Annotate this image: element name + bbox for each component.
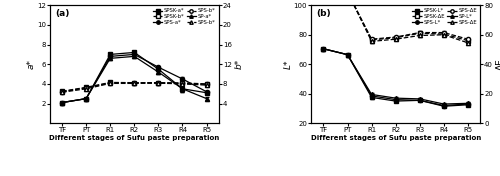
Y-axis label: a*: a* [26, 59, 36, 69]
Legend: SPSK-a*, SPSK-b*, SPS-a*, SPS-b*, SP-a*, SPS-b*: SPSK-a*, SPSK-b*, SPS-a*, SPS-b*, SP-a*,… [152, 8, 216, 26]
X-axis label: Different stages of Sufu paste preparation: Different stages of Sufu paste preparati… [49, 135, 219, 141]
Text: (a): (a) [55, 9, 70, 18]
X-axis label: Different stages of Sufu paste preparation: Different stages of Sufu paste preparati… [310, 135, 481, 141]
Y-axis label: L*: L* [284, 59, 292, 69]
Y-axis label: ΔE: ΔE [496, 58, 500, 70]
Legend: SPSK-L*, SPSK-ΔE, SPS-L*, SPS-ΔE, SP-L*, SPS-ΔE: SPSK-L*, SPSK-ΔE, SPS-L*, SPS-ΔE, SP-L*,… [412, 8, 478, 26]
Y-axis label: b*: b* [234, 59, 244, 69]
Text: (b): (b) [316, 9, 331, 18]
